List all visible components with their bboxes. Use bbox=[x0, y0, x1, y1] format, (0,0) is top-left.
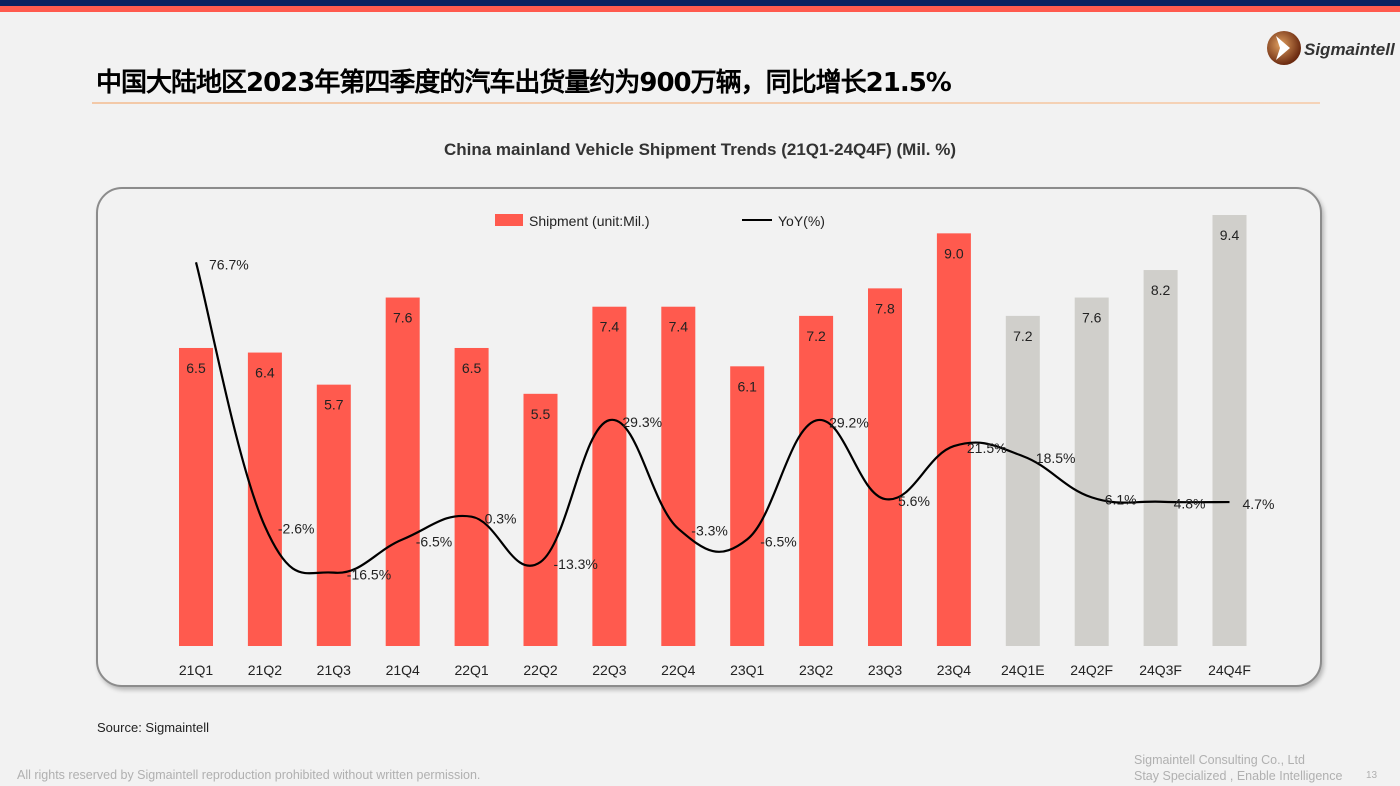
bar bbox=[661, 306, 696, 646]
bar-label: 7.8 bbox=[875, 300, 895, 316]
yoy-label: 29.2% bbox=[829, 414, 869, 430]
bar bbox=[454, 347, 489, 646]
bar-label: 6.4 bbox=[255, 365, 275, 381]
chart-title: China mainland Vehicle Shipment Trends (… bbox=[443, 140, 956, 159]
logo-icon bbox=[1267, 31, 1301, 65]
yoy-label: 21.5% bbox=[967, 440, 1007, 456]
yoy-label: 4.7% bbox=[1243, 496, 1275, 512]
bar bbox=[316, 384, 351, 646]
logo-text: Sigmaintell bbox=[1304, 40, 1395, 59]
x-tick-label: 22Q1 bbox=[454, 662, 488, 678]
bar-label: 5.5 bbox=[531, 406, 551, 422]
x-tick-label: 21Q4 bbox=[386, 662, 420, 678]
title-divider bbox=[92, 102, 1320, 104]
x-tick-label: 23Q1 bbox=[730, 662, 764, 678]
rights-note: All rights reserved by Sigmaintell repro… bbox=[17, 768, 481, 782]
legend-label-shipment: Shipment (unit:Mil.) bbox=[529, 213, 650, 229]
legend-label-yoy: YoY(%) bbox=[778, 213, 825, 229]
yoy-label: -3.3% bbox=[691, 523, 728, 539]
bar-label: 9.4 bbox=[1220, 227, 1240, 243]
bar-label: 7.4 bbox=[600, 319, 620, 335]
yoy-label: -16.5% bbox=[347, 567, 391, 583]
yoy-label: 0.3% bbox=[485, 511, 517, 527]
x-tick-label: 23Q2 bbox=[799, 662, 833, 678]
bar bbox=[1212, 215, 1247, 646]
yoy-line bbox=[194, 262, 1230, 575]
bar-label: 8.2 bbox=[1151, 282, 1171, 298]
bar-label: 7.2 bbox=[1013, 328, 1033, 344]
company-slogan: Stay Specialized , Enable Intelligence bbox=[1134, 769, 1343, 783]
x-tick-label: 23Q4 bbox=[937, 662, 971, 678]
yoy-label: 29.3% bbox=[622, 414, 662, 430]
bar-label: 5.7 bbox=[324, 397, 344, 413]
bar bbox=[1143, 270, 1178, 646]
x-tick-label: 24Q2F bbox=[1070, 662, 1113, 678]
bar bbox=[868, 288, 902, 646]
bar bbox=[592, 306, 627, 646]
bar bbox=[179, 347, 213, 646]
yoy-label: 18.5% bbox=[1036, 450, 1076, 466]
yoy-label: 76.7% bbox=[209, 256, 249, 272]
x-tick-label: 23Q3 bbox=[868, 662, 902, 678]
yoy-label: 6.1% bbox=[1105, 491, 1137, 507]
yoy-label: -2.6% bbox=[278, 520, 315, 536]
yoy-label: -6.5% bbox=[416, 533, 453, 549]
bar-label: 7.6 bbox=[393, 310, 413, 326]
company-name: Sigmaintell Consulting Co., Ltd bbox=[1134, 753, 1305, 767]
company-info: Sigmaintell Consulting Co., Ltd Stay Spe… bbox=[1134, 752, 1342, 784]
bar bbox=[523, 393, 558, 646]
bar bbox=[799, 315, 834, 646]
source-note: Source: Sigmaintell bbox=[97, 720, 209, 735]
x-tick-label: 22Q4 bbox=[661, 662, 695, 678]
bar bbox=[936, 233, 971, 646]
bar bbox=[247, 352, 282, 646]
x-tick-label: 21Q2 bbox=[248, 662, 282, 678]
chart-frame bbox=[96, 187, 1322, 687]
accent-band bbox=[0, 6, 1400, 12]
bar-label: 6.1 bbox=[737, 378, 757, 394]
bar bbox=[1074, 297, 1109, 646]
x-tick-label: 22Q3 bbox=[592, 662, 626, 678]
page-title: 中国大陆地区2023年第四季度的汽车出货量约为900万辆，同比增长21.5% bbox=[96, 68, 952, 98]
bar-label: 7.2 bbox=[806, 328, 826, 344]
yoy-label: -13.3% bbox=[554, 556, 598, 572]
bar bbox=[385, 297, 420, 646]
legend-swatch-shipment bbox=[495, 214, 523, 226]
yoy-label: -6.5% bbox=[760, 533, 797, 549]
page-number: 13 bbox=[1366, 770, 1378, 781]
logo: Sigmaintell bbox=[1266, 28, 1395, 68]
bar-label: 7.4 bbox=[669, 319, 689, 335]
x-tick-label: 24Q4F bbox=[1208, 662, 1251, 678]
yoy-label: 4.8% bbox=[1174, 496, 1206, 512]
bar-label: 6.5 bbox=[462, 360, 482, 376]
top-band bbox=[0, 0, 1400, 6]
x-tick-label: 21Q3 bbox=[317, 662, 351, 678]
bar-label: 6.5 bbox=[186, 360, 206, 376]
x-tick-label: 24Q1E bbox=[1001, 662, 1045, 678]
bar-label: 7.6 bbox=[1082, 310, 1102, 326]
yoy-label: 5.6% bbox=[898, 493, 930, 509]
x-tick-label: 24Q3F bbox=[1139, 662, 1182, 678]
bar bbox=[1005, 315, 1040, 646]
x-tick-label: 22Q2 bbox=[523, 662, 557, 678]
bar bbox=[730, 366, 765, 646]
bar-label: 9.0 bbox=[944, 245, 964, 261]
x-tick-label: 21Q1 bbox=[179, 662, 213, 678]
